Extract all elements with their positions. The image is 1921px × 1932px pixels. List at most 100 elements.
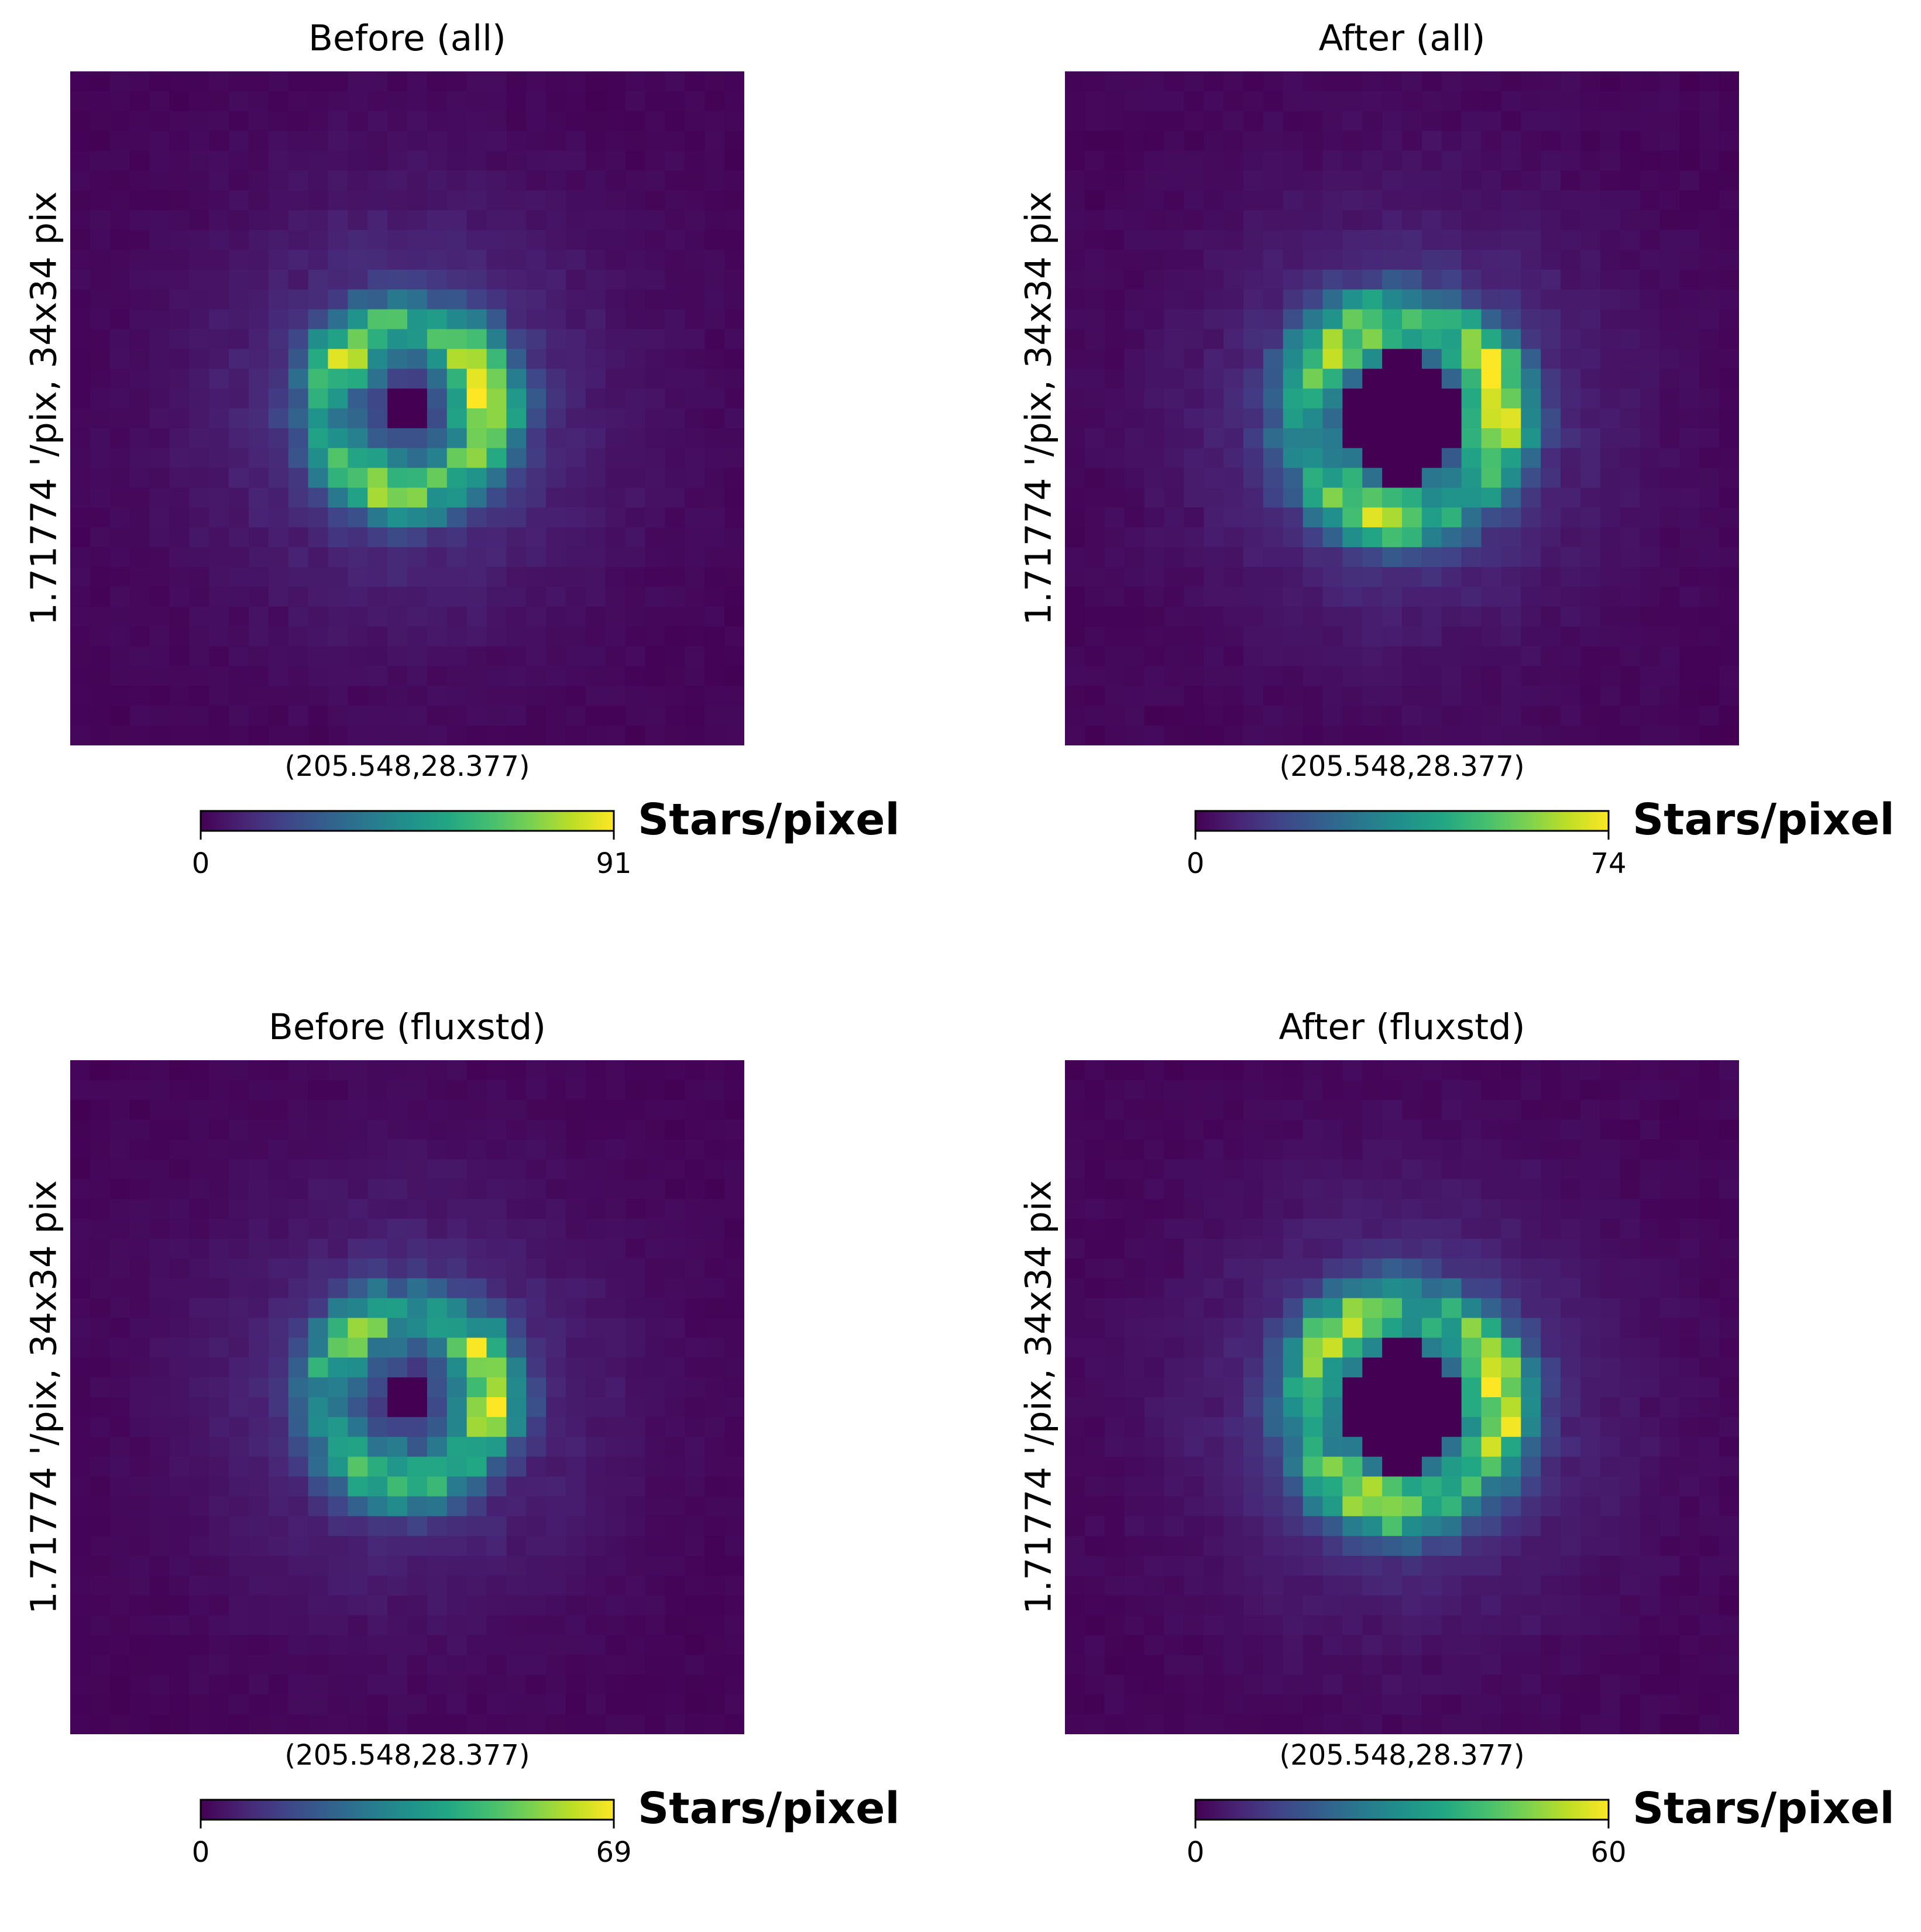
heatmap-cell xyxy=(129,1476,150,1497)
heatmap-cell xyxy=(1481,726,1502,745)
heatmap-cell xyxy=(169,646,190,667)
heatmap-cell xyxy=(1263,1179,1284,1199)
heatmap-cell xyxy=(1521,1436,1541,1457)
heatmap-cell xyxy=(1640,71,1661,92)
heatmap-cell xyxy=(546,349,566,369)
heatmap-cell xyxy=(1461,1060,1482,1081)
heatmap-cell xyxy=(348,428,368,449)
heatmap-cell xyxy=(169,487,190,508)
heatmap-cell xyxy=(1521,1080,1541,1101)
heatmap-cell xyxy=(1580,1179,1601,1199)
heatmap-cell xyxy=(705,428,725,449)
heatmap-cell xyxy=(645,507,666,528)
heatmap-cell xyxy=(70,1436,91,1457)
heatmap-cell xyxy=(348,1536,368,1556)
heatmap-cell xyxy=(268,1436,289,1457)
heatmap-cell xyxy=(724,1119,744,1140)
heatmap-cell xyxy=(1164,1615,1184,1636)
heatmap-cell xyxy=(209,1595,229,1616)
heatmap-cell xyxy=(1521,487,1541,508)
heatmap-cell xyxy=(1382,1536,1403,1556)
heatmap-cell xyxy=(1184,467,1204,489)
heatmap-cell xyxy=(1065,111,1085,132)
heatmap-cell xyxy=(1362,111,1383,132)
heatmap-cell xyxy=(705,1417,725,1438)
heatmap-cell xyxy=(1441,91,1462,112)
heatmap-cell xyxy=(1541,1318,1561,1338)
heatmap-cell xyxy=(1600,1219,1621,1239)
heatmap-cell xyxy=(1481,586,1502,607)
heatmap-cell xyxy=(1342,1476,1363,1497)
heatmap-cell xyxy=(169,586,190,607)
heatmap-cell xyxy=(1144,1219,1165,1239)
heatmap-cell xyxy=(1441,1219,1462,1239)
heatmap-cell xyxy=(407,249,428,270)
heatmap-cell xyxy=(229,666,249,686)
heatmap-cell xyxy=(288,1476,309,1497)
heatmap-cell xyxy=(1679,1338,1700,1358)
heatmap-cell xyxy=(1679,507,1700,528)
heatmap-cell xyxy=(1699,1397,1720,1418)
heatmap-cell xyxy=(367,408,388,429)
heatmap-cell xyxy=(1263,230,1284,250)
heatmap-cell xyxy=(1065,309,1085,330)
heatmap-cell xyxy=(1679,309,1700,330)
heatmap-cell xyxy=(526,1536,547,1556)
heatmap-cell xyxy=(149,646,170,667)
heatmap-cell xyxy=(1342,666,1363,686)
heatmap-cell xyxy=(387,1258,408,1279)
heatmap-cell xyxy=(1441,1675,1462,1695)
heatmap-cell xyxy=(129,1199,150,1219)
heatmap-cell xyxy=(1243,1694,1264,1715)
heatmap-cell xyxy=(308,1080,329,1101)
heatmap-cell xyxy=(367,1476,388,1497)
heatmap-cell xyxy=(1521,1298,1541,1319)
heatmap-cell xyxy=(1541,1139,1561,1160)
heatmap-cell xyxy=(149,369,170,389)
heatmap-cell xyxy=(685,170,705,191)
heatmap-cell xyxy=(1580,210,1601,231)
heatmap-cell xyxy=(1421,686,1442,706)
heatmap-cell xyxy=(129,507,150,528)
heatmap-cell xyxy=(1541,686,1561,706)
heatmap-cell xyxy=(308,686,329,706)
heatmap-cell xyxy=(189,309,209,330)
heatmap-cell xyxy=(625,269,646,290)
heatmap-cell xyxy=(1620,606,1641,627)
heatmap-cell xyxy=(1342,1139,1363,1160)
heatmap-cell xyxy=(169,1139,190,1160)
heatmap-cell xyxy=(129,1377,150,1398)
heatmap-cell xyxy=(1144,249,1165,270)
heatmap-cell xyxy=(1719,606,1739,627)
heatmap-cell xyxy=(427,586,448,607)
heatmap-cell xyxy=(1342,606,1363,627)
heatmap-cell xyxy=(705,1199,725,1219)
heatmap-cell xyxy=(1382,130,1403,152)
heatmap-cell xyxy=(1382,1139,1403,1160)
heatmap-cell xyxy=(348,706,368,726)
heatmap-cell xyxy=(427,1219,448,1239)
heatmap-cell xyxy=(1699,1099,1720,1120)
heatmap-cell xyxy=(705,1436,725,1457)
heatmap-cell xyxy=(1144,408,1165,429)
heatmap-cell xyxy=(288,1655,309,1675)
heatmap-cell xyxy=(348,408,368,429)
heatmap-cell xyxy=(1124,686,1145,706)
heatmap-cell xyxy=(506,1298,527,1319)
heatmap-cell xyxy=(90,1516,111,1536)
heatmap-cell xyxy=(1342,507,1363,528)
heatmap-cell xyxy=(486,1099,507,1120)
heatmap-cell xyxy=(109,1060,130,1081)
heatmap-cell xyxy=(1541,706,1561,726)
heatmap-cell xyxy=(1243,507,1264,528)
heatmap-cell xyxy=(1362,467,1383,489)
heatmap-cell xyxy=(387,1278,408,1299)
heatmap-cell xyxy=(1659,1278,1680,1299)
heatmap-cell xyxy=(149,1060,170,1081)
heatmap-cell xyxy=(466,309,487,330)
heatmap-cell xyxy=(1481,249,1502,270)
heatmap-cell xyxy=(407,71,428,92)
heatmap-cell xyxy=(1224,586,1244,607)
heatmap-cell xyxy=(90,686,111,706)
heatmap-cell xyxy=(1124,646,1145,667)
